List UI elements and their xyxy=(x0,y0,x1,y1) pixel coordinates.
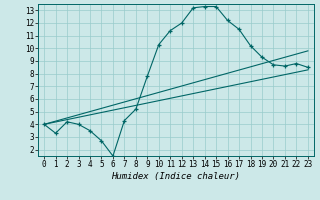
X-axis label: Humidex (Indice chaleur): Humidex (Indice chaleur) xyxy=(111,172,241,181)
